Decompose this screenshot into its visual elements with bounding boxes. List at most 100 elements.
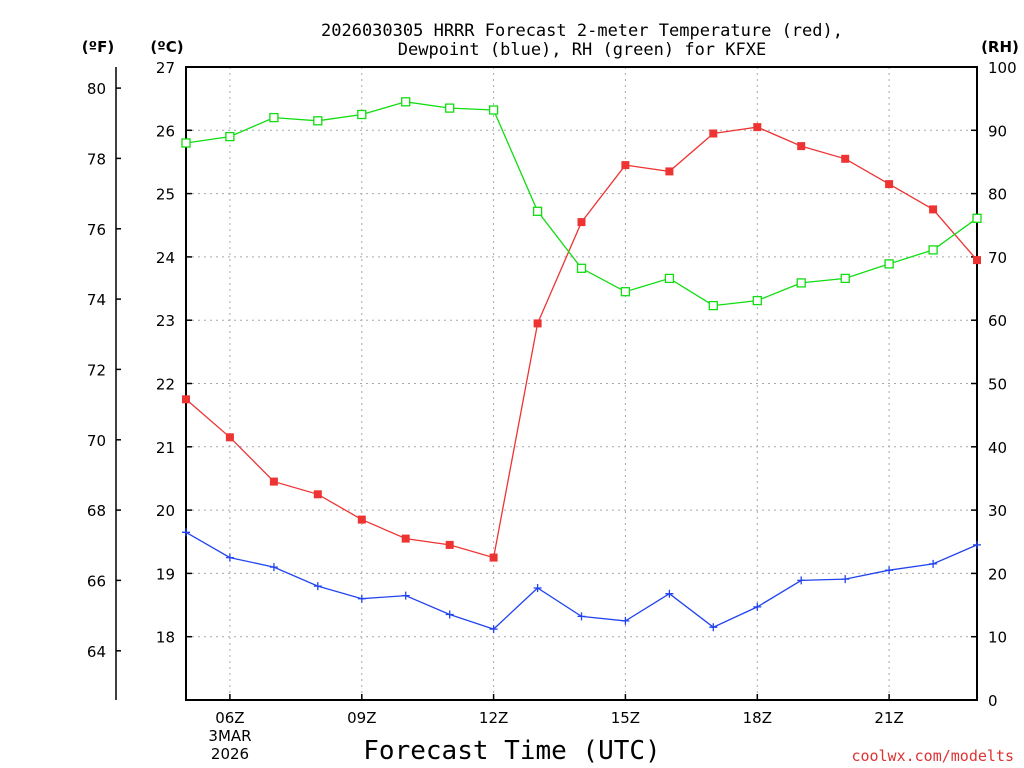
dewpoint-point [445, 610, 454, 619]
date-label-month: 3MAR [208, 727, 251, 745]
rh-point [269, 112, 279, 123]
celsius-tick-label: 27 [156, 59, 175, 77]
temperature-point [313, 490, 322, 499]
rh-point [181, 138, 191, 148]
rh-point [928, 245, 938, 255]
rh-line [185, 101, 978, 307]
fahrenheit-tick-label: 80 [87, 80, 106, 98]
dewpoint-point [182, 528, 190, 537]
temperature-point [357, 515, 366, 524]
x-tick-label: 15Z [611, 709, 640, 727]
x-tick-label: 18Z [743, 709, 772, 727]
celsius-tick-label: 25 [156, 186, 175, 204]
rh-point [532, 206, 543, 216]
axes: 18 19 20 21 22 23 24 25 26 27 0 10 20 30 40 50 60 70 80 90 1… [87, 59, 1017, 727]
dewpoint-point [577, 612, 586, 621]
dewpoint-point [797, 576, 806, 585]
dewpoint-point [665, 589, 674, 598]
celsius-tick-label: 20 [156, 502, 175, 520]
temperature-point [797, 142, 806, 151]
celsius-tick-label: 24 [156, 249, 175, 267]
temperature-point [445, 540, 454, 549]
x-tick-label: 09Z [347, 709, 376, 727]
temperature-point [577, 218, 586, 227]
fahrenheit-tick-label: 76 [87, 221, 106, 239]
fahrenheit-tick-label: 68 [87, 502, 106, 520]
fahrenheit-tick-label: 70 [87, 432, 106, 450]
x-tick-label: 12Z [479, 709, 508, 727]
rh-point [225, 131, 235, 142]
dewpoint-point [841, 575, 850, 584]
rh-point [708, 300, 718, 311]
dewpoint-point [269, 563, 278, 572]
rh-tick-label: 60 [988, 312, 1007, 330]
chart-title-line2: Dewpoint (blue), RH (green) for KFXE [398, 40, 766, 60]
credit-label: coolwx.com/modelts [851, 747, 1014, 765]
temperature-series [182, 123, 981, 562]
dewpoint-point [929, 559, 938, 568]
rh-point [313, 116, 323, 126]
temperature-point [753, 123, 762, 132]
dewpoint-point [401, 591, 410, 600]
temperature-point [841, 154, 850, 163]
rh-tick-label: 100 [988, 59, 1017, 77]
dewpoint-point [885, 566, 894, 575]
grid [186, 66, 977, 700]
temperature-point [269, 477, 278, 486]
rh-point [401, 97, 411, 107]
rh-point [796, 278, 806, 288]
temperature-point [401, 534, 410, 543]
dewpoint-point [225, 553, 234, 562]
rh-point [840, 273, 850, 284]
rh-tick-label: 90 [988, 122, 1007, 140]
celsius-tick-label: 19 [156, 565, 175, 583]
rh-point [357, 109, 367, 120]
dewpoint-point [313, 582, 322, 591]
temperature-point [489, 553, 498, 562]
celsius-tick-label: 18 [156, 629, 175, 647]
dewpoint-point [753, 602, 762, 611]
rh-point [664, 273, 675, 284]
temperature-point [621, 161, 630, 170]
celsius-unit-label: (ºC) [150, 38, 183, 56]
temperature-point [182, 395, 190, 404]
rh-tick-label: 70 [988, 249, 1007, 267]
celsius-tick-label: 23 [156, 312, 175, 330]
rh-point [884, 259, 894, 269]
celsius-tick-label: 21 [156, 439, 175, 457]
fahrenheit-tick-label: 66 [87, 572, 106, 590]
x-axis-label: Forecast Time (UTC) [363, 736, 660, 766]
temperature-point [929, 205, 938, 214]
dewpoint-point [973, 540, 981, 549]
rh-tick-label: 0 [988, 692, 998, 710]
series [181, 97, 982, 634]
rh-tick-label: 50 [988, 376, 1007, 394]
dewpoint-point [533, 584, 542, 592]
temperature-point [533, 319, 542, 328]
x-tick-label: 06Z [215, 709, 244, 727]
chart-title-line1: 2026030305 HRRR Forecast 2-meter Tempera… [321, 21, 843, 41]
rh-point [972, 213, 982, 223]
fahrenheit-tick-label: 74 [87, 291, 106, 309]
rh-tick-label: 80 [988, 186, 1007, 204]
temperature-point [709, 129, 718, 138]
temperature-point [885, 180, 894, 189]
celsius-tick-label: 26 [156, 122, 175, 140]
rh-tick-label: 20 [988, 565, 1007, 583]
fahrenheit-tick-label: 78 [87, 150, 106, 168]
rh-point [576, 263, 587, 273]
dewpoint-point [489, 625, 498, 634]
fahrenheit-tick-label: 64 [87, 643, 106, 661]
dewpoint-point [357, 594, 366, 603]
date-label-year: 2026 [211, 745, 249, 763]
temperature-point [665, 167, 674, 176]
temperature-point [225, 433, 234, 442]
rh-point [488, 105, 499, 115]
fahrenheit-unit-label: (ºF) [82, 38, 114, 56]
dewpoint-series [182, 528, 981, 634]
rh-point [445, 103, 455, 113]
rh-point [752, 295, 762, 306]
temperature-line [185, 126, 978, 559]
rh-unit-label: (RH) [981, 38, 1019, 56]
